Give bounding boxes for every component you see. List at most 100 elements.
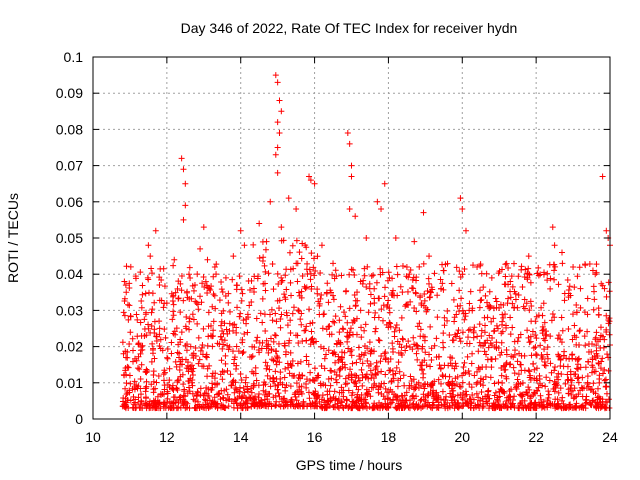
data-point (349, 319, 356, 326)
data-point (226, 320, 233, 327)
data-point (442, 373, 449, 380)
data-point (301, 327, 308, 334)
data-point (359, 360, 366, 367)
data-point (184, 294, 191, 301)
data-point (304, 260, 311, 267)
data-point (186, 318, 193, 325)
data-point (512, 296, 519, 303)
data-point (409, 285, 416, 292)
data-point (289, 398, 296, 405)
data-point (379, 404, 386, 411)
data-point (186, 326, 193, 333)
data-point (156, 282, 163, 289)
data-point (435, 399, 442, 406)
data-point (161, 283, 168, 290)
data-point (288, 292, 295, 299)
data-point (277, 375, 284, 382)
data-point (174, 349, 181, 356)
data-point (180, 392, 187, 399)
data-point (314, 253, 321, 260)
data-point (556, 353, 563, 360)
data-point (149, 340, 156, 347)
data-point (462, 388, 469, 395)
data-point (367, 367, 374, 374)
data-point (148, 322, 155, 329)
data-point (459, 372, 466, 379)
data-point (172, 399, 179, 406)
data-point (186, 315, 193, 322)
data-point (576, 264, 583, 271)
data-point (459, 307, 466, 314)
data-point (164, 355, 171, 362)
data-point (268, 403, 275, 410)
data-point (426, 351, 433, 358)
data-point (524, 270, 531, 277)
data-point (597, 365, 604, 372)
data-point (330, 403, 337, 410)
data-point (180, 216, 187, 223)
data-point (474, 379, 481, 386)
data-point (348, 392, 355, 399)
data-point (363, 386, 370, 393)
data-point (345, 345, 352, 352)
data-point (224, 342, 231, 349)
data-point (394, 292, 401, 299)
data-point (296, 371, 303, 378)
data-point (547, 333, 554, 340)
data-point (579, 374, 586, 381)
data-point (577, 327, 584, 334)
data-point (287, 361, 294, 368)
data-point (565, 325, 572, 332)
data-point (505, 264, 512, 271)
data-point (527, 298, 534, 305)
data-point (497, 301, 504, 308)
data-point (597, 336, 604, 343)
data-point (317, 380, 324, 387)
data-point (333, 341, 340, 348)
data-point (386, 309, 393, 316)
data-point (189, 311, 196, 318)
data-point (358, 391, 365, 398)
data-point (230, 404, 237, 411)
data-point (392, 235, 399, 241)
data-point (534, 270, 541, 277)
data-point (260, 387, 267, 394)
data-point (414, 342, 421, 349)
data-point (444, 260, 451, 267)
data-point (127, 313, 134, 320)
data-point (441, 362, 448, 369)
data-point (497, 351, 504, 358)
data-point (216, 390, 223, 397)
data-point (384, 389, 391, 396)
data-point (461, 266, 468, 273)
data-point (378, 306, 385, 313)
data-point (441, 314, 448, 321)
data-point (212, 305, 219, 312)
data-point (145, 289, 152, 296)
data-point (502, 322, 509, 329)
data-point (400, 336, 407, 343)
data-point (605, 279, 612, 286)
data-point (537, 342, 544, 349)
data-point (387, 355, 394, 362)
data-point (350, 317, 357, 324)
data-point (358, 324, 365, 331)
data-point (492, 389, 499, 396)
data-point (338, 355, 345, 362)
data-point (573, 301, 580, 308)
data-point (485, 344, 492, 351)
data-point (483, 270, 490, 277)
data-point (352, 303, 359, 310)
data-point (416, 263, 423, 270)
data-point (270, 357, 277, 364)
data-point (413, 308, 420, 315)
data-point (201, 396, 208, 403)
data-point (564, 404, 571, 411)
data-point (369, 371, 376, 378)
data-point (555, 352, 562, 359)
data-point (539, 323, 546, 330)
data-point (476, 304, 483, 311)
data-point (324, 280, 331, 287)
data-point (217, 371, 224, 378)
data-point (470, 396, 477, 403)
